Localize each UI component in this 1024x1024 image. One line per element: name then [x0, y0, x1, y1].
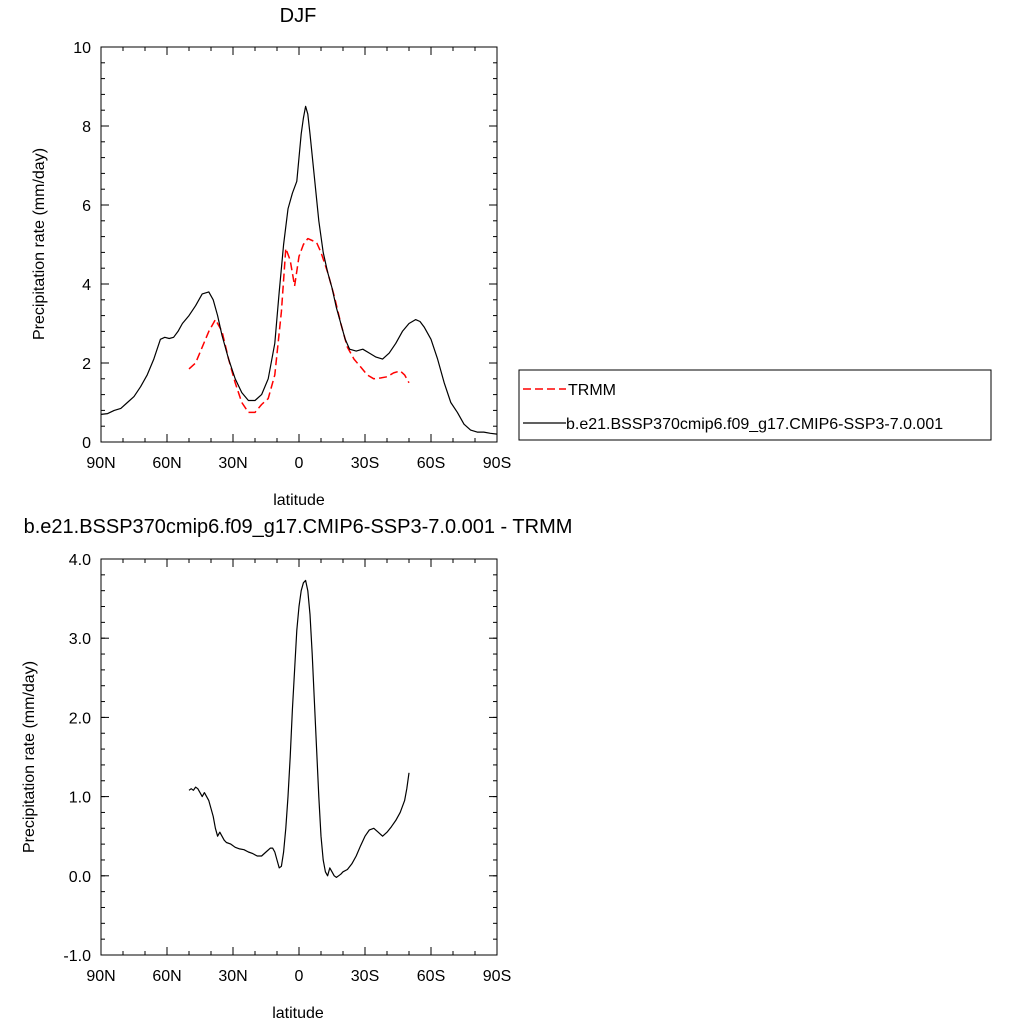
x-tick-label: 90N: [86, 455, 115, 472]
bottom-plot-frame: [100, 558, 498, 956]
top-panel-title: DJF: [280, 5, 317, 27]
bottom-series-layer: [188, 579, 410, 879]
bottom-panel: b.e21.BSSP370cmip6.f09_g17.CMIP6-SSP3-7.…: [21, 516, 572, 1022]
bottom-tick-layer: 90N 60N 30N 0 30S 60S 90S -1.0 0.0 1.0 2.0 3.0 4.0: [63, 552, 511, 985]
y-tick-label: -1.0: [63, 948, 91, 965]
y-tick-label: 2: [82, 356, 91, 373]
x-tick-label: 0: [295, 455, 304, 472]
top-y-axis-label: Precipitation rate (mm/day): [31, 148, 48, 340]
x-tick-label: 60N: [152, 455, 181, 472]
top-series-layer: [100, 105, 498, 435]
series-line-model: [100, 105, 498, 435]
legend: TRMM b.e21.BSSP370cmip6.f09_g17.CMIP6-SS…: [518, 369, 992, 441]
legend-label-trmm: TRMM: [568, 382, 616, 399]
series-line-trmm: [188, 237, 410, 414]
x-tick-label: 30S: [351, 968, 379, 985]
y-tick-label: 0: [82, 435, 91, 452]
y-tick-label: 4: [82, 277, 91, 294]
y-tick-label: 3.0: [69, 631, 91, 648]
y-tick-label: 6: [82, 198, 91, 215]
x-tick-label: 60N: [152, 968, 181, 985]
x-tick-label: 30S: [351, 455, 379, 472]
x-tick-label: 0: [295, 968, 304, 985]
top-x-axis-label: latitude: [273, 492, 325, 509]
bottom-panel-title: b.e21.BSSP370cmip6.f09_g17.CMIP6-SSP3-7.…: [24, 516, 573, 538]
x-tick-label: 90N: [86, 968, 115, 985]
y-tick-label: 4.0: [69, 552, 91, 569]
series-line-model: [188, 579, 410, 879]
x-tick-label: 30N: [218, 455, 247, 472]
y-tick-label: 1.0: [69, 790, 91, 807]
top-tick-layer: 90N 60N 30N 0 30S 60S 90S 0 2 4 6 8 10: [73, 40, 511, 472]
y-tick-label: 2.0: [69, 710, 91, 727]
y-tick-label: 0.0: [69, 869, 91, 886]
bottom-x-axis-label: latitude: [272, 1005, 324, 1022]
x-tick-label: 30N: [218, 968, 247, 985]
x-tick-label: 90S: [483, 455, 511, 472]
y-tick-label: 10: [73, 40, 91, 57]
legend-box: [518, 369, 992, 441]
x-tick-label: 60S: [417, 455, 445, 472]
x-tick-label: 60S: [417, 968, 445, 985]
top-plot-frame: [100, 46, 498, 443]
y-tick-label: 8: [82, 119, 91, 136]
bottom-y-axis-label: Precipitation rate (mm/day): [21, 661, 38, 853]
legend-label-model: b.e21.BSSP370cmip6.f09_g17.CMIP6-SSP3-7.…: [566, 416, 943, 433]
x-tick-label: 90S: [483, 968, 511, 985]
